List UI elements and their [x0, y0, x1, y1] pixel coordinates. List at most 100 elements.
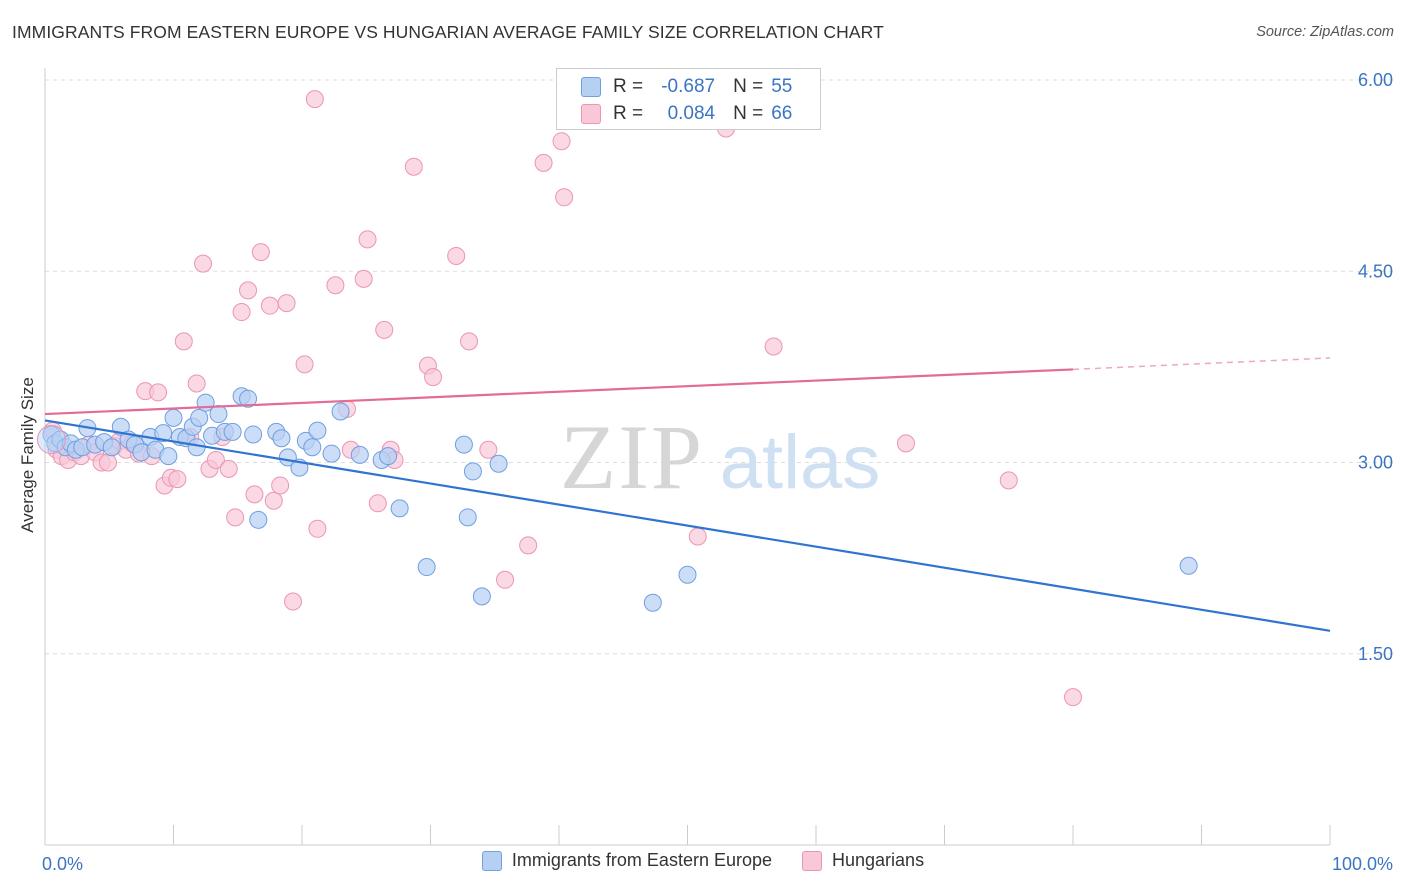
pink-point: [447, 246, 466, 265]
source-credit: Source: ZipAtlas.com: [1256, 24, 1394, 40]
stats-legend: R = -0.687 N = 55 R = 0.084 N = 66: [556, 68, 821, 130]
blue-point: [154, 424, 173, 443]
pink-point: [404, 157, 423, 176]
legend-label-hungarians: Hungarians: [832, 850, 925, 870]
data-points: [36, 90, 1198, 707]
y-tick-label: 6.00: [1358, 70, 1393, 90]
watermark-atlas: atlas: [720, 420, 881, 505]
blue-point: [417, 558, 436, 577]
pink-point: [764, 337, 783, 356]
pink-point: [555, 188, 574, 207]
pink-point: [519, 536, 538, 555]
pink-point: [1064, 688, 1082, 707]
blue-point: [244, 425, 263, 444]
pink-point: [999, 471, 1018, 490]
pink-point: [232, 303, 251, 322]
blue-point: [272, 429, 291, 448]
blue-point: [643, 593, 662, 612]
trend-lines: [44, 357, 1331, 632]
blue-point: [489, 454, 508, 473]
legend-swatch-pink: [802, 850, 823, 871]
r-label: R =: [613, 76, 644, 97]
blue-point: [223, 422, 242, 441]
legend-item-eastern-europe: Immigrants from Eastern Europe: [481, 850, 773, 871]
pink-point: [206, 450, 225, 469]
pink-point: [264, 491, 283, 510]
pink-point: [168, 470, 187, 489]
blue-point: [678, 565, 697, 584]
pink-point: [424, 368, 443, 387]
pink-point: [534, 153, 553, 172]
watermark: ZIP atlas: [560, 406, 880, 508]
blue-point: [239, 389, 258, 408]
cluster-point: [36, 425, 66, 455]
pink-point: [277, 294, 296, 313]
legend-item-hungarians: Hungarians: [802, 850, 924, 871]
pink-point: [271, 476, 290, 495]
pink-point: [194, 254, 213, 273]
blue-point: [303, 438, 322, 457]
x-tick-labels: 0.0% 100.0%: [42, 854, 1393, 874]
blue-point: [159, 447, 178, 466]
stats-row-pink: R = 0.084 N = 66: [581, 101, 792, 127]
blue-point: [190, 408, 209, 427]
blue-point: [379, 447, 398, 466]
pink-point: [375, 320, 394, 339]
pink-point: [174, 332, 193, 351]
blue-point: [322, 444, 341, 463]
pink-point: [368, 494, 387, 513]
blue-point: [350, 445, 369, 464]
pink-point: [479, 440, 498, 459]
chart-legend: Immigrants from Eastern Europe Hungarian…: [0, 850, 1406, 871]
pink-point: [251, 243, 270, 262]
pink-point: [496, 570, 515, 589]
n-label: N =: [733, 103, 764, 124]
r-value-pink: 0.084: [667, 103, 716, 124]
n-value-pink: 66: [771, 103, 793, 124]
pink-point: [226, 508, 245, 527]
r-label: R =: [613, 103, 644, 124]
n-value-blue: 55: [771, 76, 793, 97]
pink-point: [149, 383, 168, 402]
y-tick-label: 1.50: [1358, 644, 1393, 664]
blue-point: [249, 510, 268, 529]
pink-point: [219, 459, 238, 478]
blue-swatch: [581, 77, 601, 97]
x-tick-label: 100.0%: [1332, 854, 1393, 874]
stats-row-blue: R = -0.687 N = 55: [581, 74, 792, 100]
pink-point: [284, 592, 303, 611]
pink-point: [245, 485, 264, 504]
pink-point: [305, 90, 324, 109]
pink-point: [326, 276, 345, 295]
blue-point: [331, 402, 350, 421]
chart-title: IMMIGRANTS FROM EASTERN EUROPE VS HUNGAR…: [12, 22, 884, 42]
blue-point: [463, 462, 482, 481]
trend-line-pink: [44, 368, 1074, 416]
y-tick-labels: 1.50 3.00 4.50 6.00: [1358, 70, 1393, 664]
pink-point: [187, 374, 206, 393]
pink-point: [896, 434, 915, 453]
r-value-blue: -0.687: [661, 76, 716, 97]
y-tick-label: 3.00: [1358, 453, 1393, 473]
legend-swatch-blue: [481, 850, 502, 871]
pink-point: [552, 132, 571, 151]
pink-swatch: [581, 104, 601, 124]
blue-point: [458, 508, 477, 527]
pink-point: [98, 453, 117, 472]
blue-point: [209, 405, 228, 424]
pink-point: [354, 269, 373, 288]
n-label: N =: [733, 76, 764, 97]
blue-point: [102, 438, 121, 457]
pink-point: [308, 519, 327, 538]
legend-label-eastern-europe: Immigrants from Eastern Europe: [511, 850, 773, 870]
axes: [44, 68, 1331, 846]
pink-point: [688, 527, 707, 546]
blue-point: [164, 408, 183, 427]
pink-point: [295, 355, 314, 374]
trend-line-blue: [44, 419, 1331, 632]
y-tick-label: 4.50: [1358, 261, 1393, 281]
blue-point: [308, 421, 327, 440]
pink-point: [260, 296, 279, 315]
watermark-zip: ZIP: [560, 406, 704, 508]
x-tick-label: 0.0%: [42, 854, 83, 874]
